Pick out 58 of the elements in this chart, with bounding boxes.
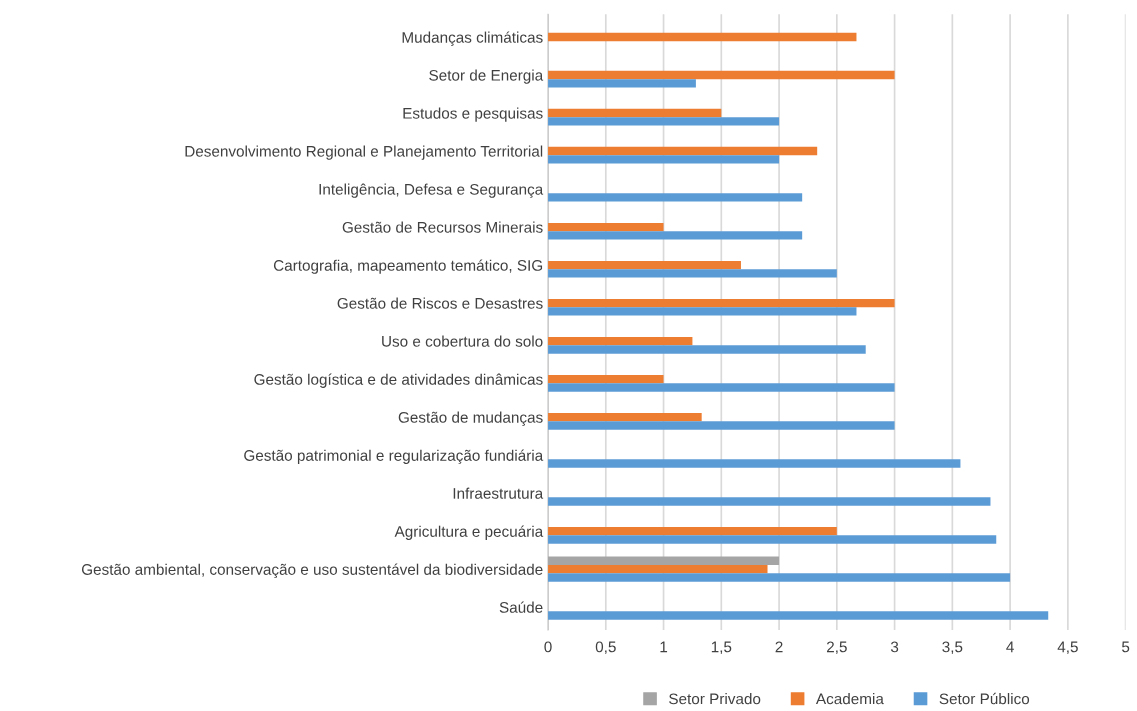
bar	[548, 117, 780, 126]
bar	[548, 260, 741, 270]
x-tick-label: 3	[890, 641, 899, 653]
bar	[548, 412, 702, 422]
bar	[548, 79, 696, 88]
bar	[548, 459, 961, 468]
y-tick-label: Gestão ambiental, conservação e uso sustentável da biodiversidade	[81, 563, 543, 578]
bar	[548, 231, 803, 240]
y-tick-label: Mudanças climáticas	[402, 31, 543, 46]
bar	[548, 336, 693, 346]
y-tick-label: Gestão logística e de atividades dinâmicas	[254, 373, 543, 388]
bar	[548, 611, 1049, 620]
bar	[548, 573, 1011, 582]
y-tick-label: Cartografia, mapeamento temático, SIG	[273, 259, 543, 274]
x-tick-label: 0,5	[595, 641, 616, 655]
y-tick-label: Inteligência, Defesa e Segurança	[319, 183, 544, 198]
bar	[548, 307, 857, 316]
legend-label: Academia	[815, 693, 884, 705]
legend-label: Setor Público	[939, 692, 1030, 705]
x-tick-label: 1,5	[711, 641, 732, 655]
bar	[548, 383, 895, 392]
x-tick-label: 4	[1006, 641, 1014, 653]
bar	[548, 345, 866, 354]
bar	[548, 108, 722, 118]
y-tick-label: Gestão patrimonial e regularização fundiária	[244, 449, 544, 464]
x-tick-label: 0	[544, 641, 552, 653]
x-tick-label: 3,5	[942, 641, 963, 655]
bar	[548, 421, 895, 430]
bar	[548, 32, 857, 42]
y-tick-label: Estudos e pesquisas	[403, 107, 543, 122]
bar	[548, 193, 803, 202]
x-tick-label: 2	[775, 641, 783, 653]
bar	[548, 269, 837, 278]
bar	[548, 155, 780, 164]
y-tick-label: Agricultura e pecuária	[394, 525, 544, 540]
y-tick-label: Uso e cobertura do solo	[382, 335, 543, 347]
y-tick-label: Gestão de Recursos Minerais	[342, 221, 543, 233]
bar	[548, 374, 664, 384]
y-tick-label: Gestão de mudanças	[398, 411, 543, 426]
bar	[548, 497, 991, 506]
bar	[548, 70, 895, 80]
legend-label: Setor Privado	[669, 693, 761, 705]
bar	[548, 146, 818, 156]
bar	[548, 564, 768, 574]
bar	[548, 535, 997, 544]
y-tick-label: Setor de Energia	[429, 69, 544, 84]
x-tick-label: 1	[660, 641, 668, 653]
bar	[548, 222, 664, 232]
y-tick-label: Infraestrutura	[453, 487, 544, 499]
x-tick-label: 2,5	[826, 641, 847, 655]
y-tick-label: Gestão de Riscos e Desastres	[337, 297, 543, 309]
y-tick-label: Saúde	[499, 601, 543, 613]
x-tick-label: 4,5	[1057, 641, 1078, 655]
y-tick-label: Desenvolvimento Regional e Planejamento Territorial	[185, 145, 543, 160]
bar	[548, 526, 837, 536]
x-tick-label: 5	[1121, 641, 1130, 653]
bar	[548, 298, 895, 308]
bar	[548, 556, 780, 565]
